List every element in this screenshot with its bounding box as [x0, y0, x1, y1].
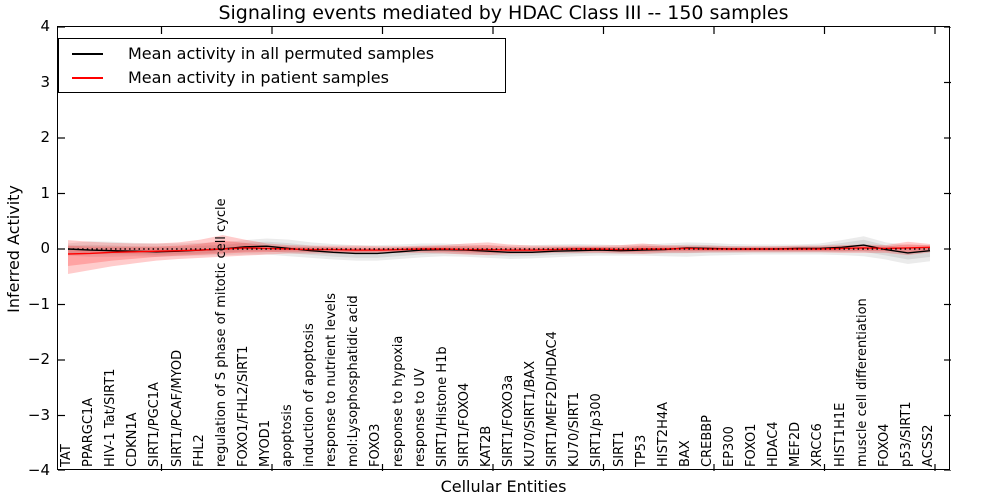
- chart-title: Signaling events mediated by HDAC Class …: [218, 2, 789, 24]
- x-tick-label: TAT: [59, 444, 74, 467]
- y-tick-label: −2: [27, 350, 50, 368]
- x-tick-label: FHL2: [191, 434, 207, 467]
- x-tick-label: EP300: [722, 426, 738, 467]
- patient-samples-spread-band-inner: [68, 240, 931, 266]
- legend-line-sample-red: [72, 76, 103, 79]
- x-tick-label: mol:Lysophosphatidic acid: [346, 295, 362, 467]
- x-tick-label: FOXO4: [876, 423, 892, 467]
- x-tick-label: SIRT1/p300: [589, 393, 605, 467]
- x-tick-label: induction of apoptosis: [302, 323, 318, 467]
- y-tick-label: −3: [27, 405, 50, 424]
- x-tick-label: XRCC6: [810, 423, 826, 467]
- x-tick-label: KU70/SIRT1: [567, 392, 583, 467]
- y-tick-label: 2: [40, 128, 50, 146]
- patient-samples-spread-band-outer: [68, 235, 931, 274]
- x-tick-label: KAT2B: [478, 425, 494, 467]
- plot-area: [57, 26, 951, 471]
- y-tick-label: 3: [40, 72, 50, 91]
- x-tick-label: response to UV: [412, 368, 428, 467]
- legend-item-permuted: Mean activity in all permuted samples: [72, 44, 505, 63]
- x-tick-label: SIRT1/PCAF/MYOD: [169, 349, 185, 467]
- x-tick-label: MYOD1: [257, 420, 273, 467]
- y-tick-label: 4: [40, 17, 50, 35]
- x-tick-label: HIST1H1E: [832, 402, 848, 467]
- x-tick-label: FOXO3: [368, 423, 384, 467]
- x-tick-label: TP53: [633, 434, 649, 467]
- x-axis-label: Cellular Entities: [440, 477, 567, 496]
- x-tick-label: HIST2H4A: [655, 401, 671, 467]
- x-tick-label: ACSS2: [921, 424, 936, 467]
- x-tick-label: response to nutrient levels: [324, 292, 340, 467]
- x-tick-label: apoptosis: [280, 404, 296, 467]
- x-tick-label: SIRT1/MEF2D/HDAC4: [545, 331, 561, 467]
- y-tick-label: 1: [40, 183, 50, 202]
- x-tick-label: FOXO1: [744, 423, 760, 467]
- x-tick-label: SIRT1: [611, 430, 627, 467]
- x-tick-label: response to hypoxia: [390, 335, 406, 467]
- y-tick-label: −1: [27, 294, 50, 313]
- legend-label: Mean activity in patient samples: [128, 68, 389, 87]
- x-tick-label: PPARGC1A: [81, 397, 97, 467]
- legend: Mean activity in all permuted samples Me…: [58, 38, 506, 93]
- series-line-patient: [67, 246, 931, 255]
- legend-label: Mean activity in all permuted samples: [128, 44, 435, 63]
- x-tick-label: regulation of S phase of mitotic cell cy…: [213, 198, 229, 467]
- x-tick-label: BAX: [677, 440, 693, 467]
- legend-line-sample-black: [72, 52, 103, 55]
- x-tick-label: KU70/SIRT1/BAX: [523, 360, 539, 467]
- x-tick-label: muscle cell differentiation: [854, 298, 870, 467]
- x-tick-label: SIRT1/FOXO3a: [501, 374, 517, 467]
- x-tick-label: CDKN1A: [125, 412, 141, 467]
- y-tick-label: −4: [27, 461, 50, 479]
- x-tick-label: SIRT1/PGC1A: [147, 382, 163, 467]
- x-tick-label: SIRT1/Histone H1b: [434, 346, 450, 467]
- legend-item-patient: Mean activity in patient samples: [72, 68, 505, 87]
- x-tick-label: HDAC4: [766, 421, 782, 467]
- x-tick-label: CREBBP: [699, 415, 715, 467]
- x-tick-label: SIRT1/FOXO4: [456, 382, 472, 467]
- chart-canvas: [58, 27, 951, 471]
- y-tick-label: 0: [40, 239, 50, 257]
- x-tick-label: HIV-1 Tat/SIRT1: [103, 368, 119, 467]
- x-tick-label: MEF2D: [788, 421, 804, 467]
- x-tick-label: FOXO1/FHL2/SIRT1: [235, 345, 251, 467]
- x-tick-label: p53/SIRT1: [898, 401, 914, 467]
